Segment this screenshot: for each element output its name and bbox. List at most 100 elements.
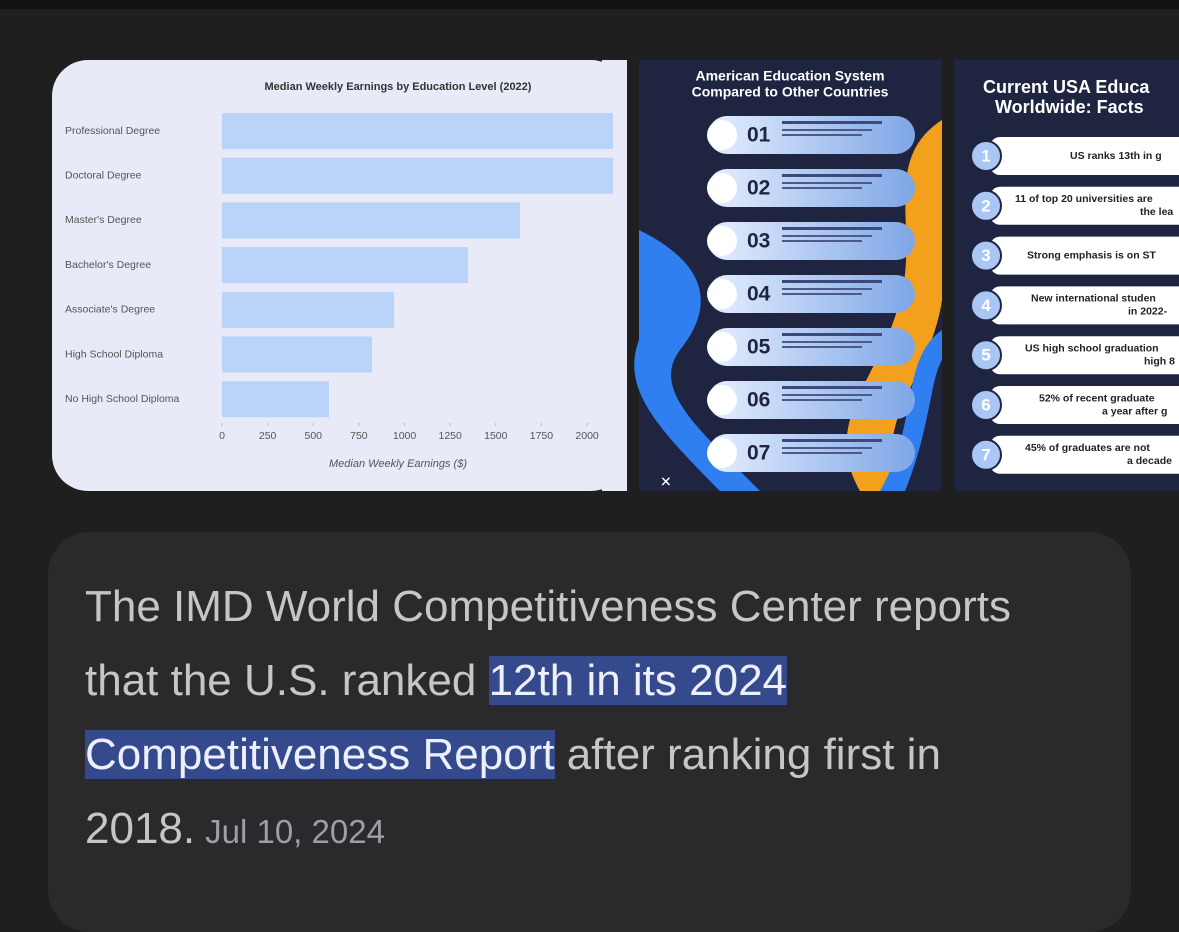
item-text: a decade [1127,455,1172,467]
results: Median Weekly Earnings by Education Leve… [0,0,1179,491]
image-thumbnail[interactable]: Median Weekly Earnings by Education Leve… [52,60,627,491]
x-tick-label: 1500 [484,430,508,442]
item-text [782,129,872,131]
chart-title: Median Weekly Earnings by Education Leve… [265,81,532,93]
image-title: Compared to Other Countries [692,84,889,100]
y-tick-label: High School Diploma [65,348,163,360]
item-number: 05 [747,336,771,359]
item-text [782,240,862,242]
item-number: 06 [747,389,770,412]
item-text [782,452,862,454]
item-text: New international studen [1031,293,1156,305]
item-text: 11 of top 20 universities are [1015,193,1153,205]
item-number: 1 [981,146,990,165]
item-number: 7 [981,445,990,464]
item-number: 04 [747,283,771,306]
image-title: Worldwide: Facts [995,97,1144,117]
x-tick-label: 750 [350,430,368,442]
item-text [782,439,882,442]
item-number: 6 [981,395,990,414]
item-text: a year after g [1102,405,1167,417]
item-text [782,235,872,237]
item-icon [707,120,737,150]
item-pill [990,286,1179,325]
item-icon [707,226,737,256]
image-background [954,60,1179,491]
item-text [782,399,862,401]
item-text [782,227,882,230]
item-number: 02 [747,177,770,200]
bar [222,336,373,373]
image-title: American Education System [695,68,884,84]
item-text [782,346,862,348]
x-tick-label: 1250 [438,430,462,442]
snippet-sentence: The IMD World Competitiveness Center rep… [85,582,1011,705]
item-text: 45% of graduates are not [1025,442,1150,454]
item-text [782,293,862,295]
item-text [782,394,872,396]
item-number: 03 [747,230,770,253]
item-badge [970,438,1002,471]
item-icon [707,385,737,415]
x-tick-label: 1000 [393,430,417,442]
image-title: Current USA Educa [983,77,1150,97]
item-text: Strong emphasis is on ST [1027,249,1157,261]
item-pill [990,386,1179,424]
item-number: 07 [747,442,770,465]
bar [222,157,613,194]
item-text: the lea [1140,206,1173,218]
item-badge [970,239,1002,272]
y-tick-label: Doctoral Degree [65,169,142,181]
item-text: US high school graduation [1025,342,1159,354]
item-pill [990,186,1179,225]
y-tick-label: Master's Degree [65,214,142,226]
snippet-card[interactable]: The IMD World Competitiveness Center rep… [48,532,1131,932]
item-icon [707,279,737,309]
x-tick-label: 250 [259,430,277,442]
x-axis-label: Median Weekly Earnings ($) [329,458,467,470]
x-tick-label: 2000 [575,430,599,442]
item-text [782,182,872,184]
x-tick-label: 0 [219,430,225,442]
item-text [782,134,862,136]
bar [222,113,613,149]
item-badge [970,289,1002,322]
bar [222,247,469,284]
bar [222,291,394,328]
item-icon [707,438,737,468]
bar [222,381,329,418]
item-text [782,341,872,343]
item-pill [990,336,1179,375]
item-badge [970,339,1002,372]
y-tick-label: No High School Diploma [65,393,180,405]
item-text: 52% of recent graduate [1039,392,1155,404]
item-badge [970,189,1002,222]
snippet-date: Jul 10, 2024 [205,813,385,850]
item-number: 01 [747,124,771,147]
item-icon [707,332,737,362]
snippet-sentence: after ranking first in 2018. [85,730,941,853]
decoration [634,230,760,491]
top-bar [0,0,1179,9]
item-number: 4 [981,296,991,315]
item-text [782,121,882,124]
snippet-text: The IMD World Competitiveness Center rep… [85,570,1085,869]
y-tick-label: Associate's Degree [65,304,155,316]
item-text [782,187,862,189]
item-badge [970,389,1002,421]
x-tick-label: 1750 [530,430,554,442]
item-number: 5 [981,346,990,365]
bar [222,202,521,239]
item-number: 2 [981,196,990,215]
x-tick-label: 500 [305,430,323,442]
item-text [782,447,872,449]
y-tick-label: Professional Degree [65,125,160,137]
item-icon [707,173,737,203]
icon: ✕ [660,474,672,490]
item-text: US ranks 13th in g [1070,150,1162,162]
y-tick-label: Bachelor's Degree [65,259,151,271]
item-pill [990,435,1179,474]
